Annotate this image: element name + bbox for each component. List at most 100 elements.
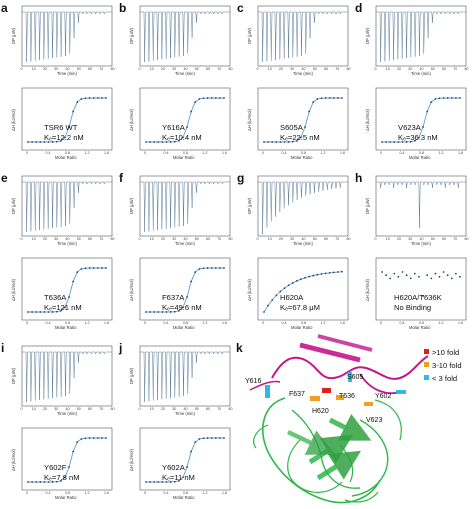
molar-ratio-tick-label: 1.2	[439, 321, 444, 325]
time-tick-label: 50	[431, 237, 435, 241]
data-point	[405, 141, 408, 143]
molar-ratio-tick-label: 0.8	[419, 151, 424, 155]
data-point	[304, 126, 306, 128]
time-tick-label: 40	[302, 237, 306, 241]
data-point	[100, 437, 103, 439]
isotherm-f: 0 0.4 0.8 1.2 1.6 Molar Ratio ΔH (kJ/mol) F637A…	[129, 257, 231, 330]
time-tick-label: 80	[111, 67, 115, 71]
data-point	[206, 97, 209, 99]
data-point	[35, 141, 38, 143]
isotherm-y-label: ΔH (kJ/mol)	[365, 279, 370, 301]
isotherm-x-label: Molar Ratio	[409, 155, 431, 160]
data-point	[55, 310, 58, 313]
data-point	[275, 294, 278, 297]
data-point	[418, 136, 420, 139]
kd-label: Kₑ=11 nM	[162, 473, 195, 482]
data-point	[442, 97, 445, 99]
data-point	[312, 274, 315, 277]
data-point	[92, 437, 95, 439]
molar-ratio-tick-label: 0	[26, 321, 28, 325]
data-point	[84, 97, 87, 100]
data-point	[341, 97, 343, 99]
thermogram-frame	[375, 5, 467, 67]
data-point	[287, 141, 290, 143]
data-point	[381, 271, 383, 273]
data-point	[47, 141, 50, 143]
data-point	[31, 481, 34, 483]
data-point	[177, 479, 180, 482]
residue-label-t636: T636	[339, 393, 355, 400]
data-point	[210, 97, 213, 99]
data-point	[182, 306, 184, 309]
time-tick-label: 50	[313, 237, 317, 241]
thermogram-trace	[258, 11, 348, 63]
time-tick-label: 60	[88, 237, 92, 241]
isotherm-i: 0 0.4 0.8 1.2 1.6 Molar Ratio ΔH (kJ/mol) Y602F…	[11, 427, 113, 500]
time-tick-label: 20	[43, 407, 47, 411]
time-tick-label: 40	[184, 407, 188, 411]
data-point	[88, 97, 91, 99]
isotherm-y-label: ΔH (kJ/mol)	[365, 109, 370, 131]
data-point	[149, 481, 152, 483]
molar-ratio-tick-label: 0.8	[65, 151, 70, 155]
time-tick-label: 70	[453, 67, 457, 71]
time-tick-label: 20	[43, 237, 47, 241]
ligand-label: Y616A	[162, 123, 186, 132]
molar-ratio-tick-label: 1.6	[340, 321, 345, 325]
data-point	[177, 309, 180, 312]
data-point	[105, 437, 107, 439]
isotherm-a: 0 0.4 0.8 1.2 1.6 Molar Ratio ΔH (kJ/mol) TSR6 …	[11, 87, 113, 160]
data-point	[271, 141, 274, 143]
kd-label: Kₑ=67.8 μM	[280, 303, 320, 312]
time-tick-label: 0	[257, 67, 259, 71]
time-tick-label: 20	[397, 67, 401, 71]
ligand-label: S605A	[280, 123, 304, 132]
thermogram-x-label: Time (min)	[175, 241, 195, 246]
thermogram-trace	[140, 11, 230, 63]
isotherm-x-label: Molar Ratio	[55, 325, 77, 330]
thermogram-trace	[258, 181, 348, 235]
thermogram-d: 0 10 20 30 40 50 60 70 80 Time (min) DP (μW)	[365, 5, 469, 76]
data-point	[413, 272, 416, 275]
data-point	[39, 481, 42, 483]
data-point	[35, 311, 38, 313]
data-point	[336, 271, 339, 273]
isotherm-y-label: ΔH (kJ/mol)	[11, 109, 16, 131]
time-tick-label: 60	[324, 237, 328, 241]
ligand-label: H620A/T636K	[394, 293, 442, 302]
data-point	[27, 481, 29, 483]
molar-ratio-tick-label: 1.6	[222, 321, 227, 325]
data-point	[341, 270, 343, 273]
data-point	[389, 277, 392, 280]
isotherm-x-label: Molar Ratio	[291, 155, 313, 160]
isotherm-frame	[139, 87, 231, 151]
data-point	[385, 274, 388, 277]
data-point	[100, 97, 103, 99]
data-point	[202, 437, 205, 440]
data-point	[153, 141, 156, 143]
panel-label-j: j	[118, 341, 122, 355]
data-point	[283, 141, 286, 143]
data-point	[177, 139, 180, 142]
time-tick-label: 60	[324, 67, 328, 71]
data-point	[43, 311, 46, 313]
data-point	[218, 267, 221, 269]
molar-ratio-tick-label: 1.6	[104, 491, 109, 495]
legend-label-3to10: 3-10 fold	[432, 361, 462, 370]
data-point	[202, 267, 205, 270]
kd-label: Kₑ=36.3 nM	[398, 133, 438, 142]
time-tick-label: 80	[229, 407, 233, 411]
data-point	[295, 139, 298, 142]
thermogram-x-label: Time (min)	[57, 241, 77, 246]
molar-ratio-tick-label: 1.2	[321, 151, 326, 155]
data-point	[165, 481, 168, 483]
data-point	[59, 309, 62, 312]
data-point	[263, 141, 265, 143]
data-point	[336, 97, 339, 99]
data-point	[76, 101, 79, 103]
time-tick-label: 60	[206, 407, 210, 411]
ligand-label: T636A	[44, 293, 67, 302]
